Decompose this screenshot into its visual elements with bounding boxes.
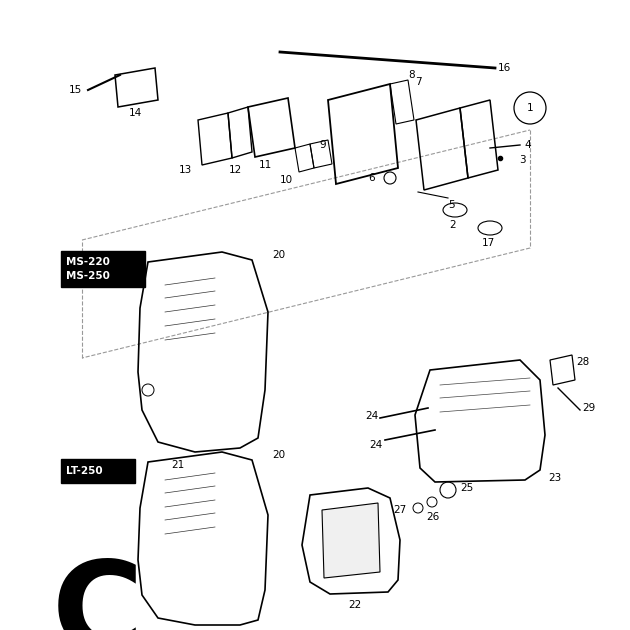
Text: 13: 13 <box>179 165 192 175</box>
Text: 24: 24 <box>365 411 378 421</box>
Polygon shape <box>322 503 380 578</box>
Text: 2: 2 <box>450 220 456 230</box>
FancyBboxPatch shape <box>61 251 145 287</box>
Text: 10: 10 <box>280 175 293 185</box>
FancyBboxPatch shape <box>61 459 135 483</box>
Text: 22: 22 <box>348 600 362 610</box>
Text: 9: 9 <box>319 140 326 150</box>
Text: C: C <box>52 556 144 630</box>
Text: 4: 4 <box>524 140 530 150</box>
Text: 11: 11 <box>258 160 272 170</box>
Text: 8: 8 <box>408 70 415 80</box>
Text: 15: 15 <box>69 85 82 95</box>
Text: 26: 26 <box>427 512 440 522</box>
Text: 6: 6 <box>369 173 375 183</box>
Text: 25: 25 <box>460 483 473 493</box>
Text: 21: 21 <box>171 460 185 470</box>
Text: 28: 28 <box>576 357 589 367</box>
Text: 14: 14 <box>129 108 142 118</box>
Text: 24: 24 <box>370 440 383 450</box>
Text: 3: 3 <box>519 155 525 165</box>
Text: LT-250: LT-250 <box>66 466 103 476</box>
Text: 12: 12 <box>228 165 242 175</box>
Text: 27: 27 <box>392 505 406 515</box>
Text: 20: 20 <box>272 450 285 460</box>
Text: 17: 17 <box>481 238 495 248</box>
Text: 1: 1 <box>527 103 534 113</box>
Text: 29: 29 <box>582 403 595 413</box>
Text: 5: 5 <box>448 200 455 210</box>
Text: MS-220
MS-250: MS-220 MS-250 <box>66 258 110 280</box>
Text: 23: 23 <box>548 473 561 483</box>
Text: 7: 7 <box>415 77 421 87</box>
Text: 20: 20 <box>272 250 285 260</box>
Text: 16: 16 <box>498 63 512 73</box>
